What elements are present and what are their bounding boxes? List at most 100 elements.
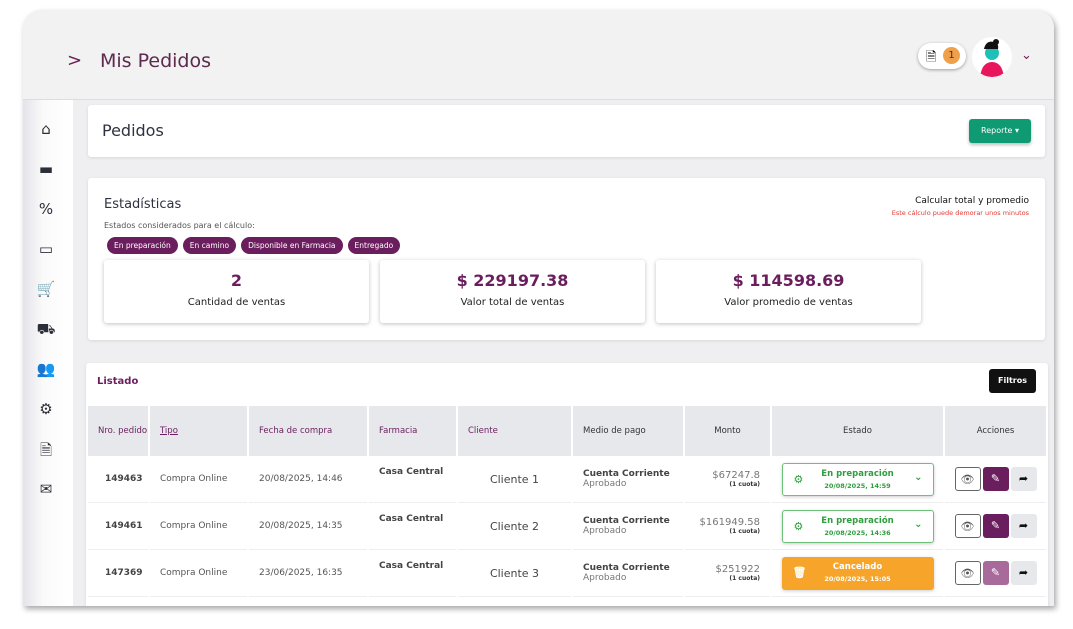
status-dropdown[interactable]: ⚙ En preparación 20/08/2025, 14:36 ⌄ [781,509,934,543]
sidebar-toggle[interactable]: > [67,50,83,71]
status-chip: En preparación [107,237,178,254]
status-dropdown[interactable]: 🗑 Cancelado 20/08/2025, 15:05 [781,556,934,590]
stat-card-count: 2 Cantidad de ventas [104,260,369,323]
stat-value: $ 229197.38 [456,271,569,290]
amount-value: $161949.58 [699,517,760,528]
installments: (1 cuota) [729,528,760,535]
status-date: 20/08/2025, 15:05 [824,574,891,583]
stat-label: Cantidad de ventas [187,297,286,308]
column-header: Acciones [945,406,1046,456]
payment-status: Aprobado [583,573,627,583]
column-header[interactable]: Fecha de compra [249,406,367,456]
client: Cliente 2 [458,503,571,550]
stats-title: Estadísticas [104,197,182,212]
filters-button[interactable]: Filtros [989,369,1036,393]
notification-badge: 1 [943,47,960,64]
gear-icon: ⚙ [793,519,804,533]
table-row: 147369 Compra Online 23/06/2025, 16:35 C… [88,550,1046,597]
client: Cliente 1 [458,456,571,503]
view-button[interactable]: 👁 [954,514,981,538]
forward-button[interactable]: ➦ [1010,467,1037,491]
payment-method: Cuenta Corriente Aprobado [573,503,683,550]
status-chip: En camino [182,237,237,254]
calculate-warning: Este cálculo puede demorar unos minutos [891,209,1029,217]
client: Cliente 3 [458,550,571,597]
pharmacy: Casa Central [369,503,456,550]
top-header: > Mis Pedidos 🗎 1 ⌄ [23,10,1054,100]
edit-button[interactable]: ✎ [982,514,1009,538]
status-label: Cancelado [832,561,883,572]
column-header[interactable]: Cliente [458,406,571,456]
stat-label: Valor total de ventas [460,297,565,308]
payment-name: Cuenta Corriente [583,469,670,479]
edit-button[interactable]: ✎ [982,467,1009,491]
status-dropdown[interactable]: ⚙ En preparación 20/08/2025, 14:59 ⌄ [781,462,934,496]
table-row: 149461 Compra Online 20/08/2025, 14:35 C… [88,503,1046,550]
stat-value: 2 [230,271,243,290]
forward-button[interactable]: ➦ [1010,561,1037,585]
statistics-card: Estadísticas Estados considerados para e… [88,178,1045,340]
column-header[interactable]: Nro. pedido [88,406,148,456]
column-header: Estado [772,406,943,456]
cart-icon[interactable]: 🛒 [36,280,56,298]
status-chip: Entregado [347,237,401,254]
table-row: 149463 Compra Online 20/08/2025, 14:46 C… [88,456,1046,503]
order-date: 20/08/2025, 14:46 [249,456,367,503]
file-clock-icon: 🗎 [926,50,937,65]
listado-card: Listado Filtros Nro. pedido Tipo Fecha d… [86,363,1048,606]
truck-icon[interactable]: ⛟ [36,320,56,338]
cogs-icon[interactable]: ⚙ [39,400,53,418]
column-header: Monto [685,406,770,456]
forward-button[interactable]: ➦ [1010,514,1037,538]
order-number: 147369 [88,550,148,597]
sidebar: ⌂ ▬ % ▭ 🛒 ⛟ 👥 ⚙ 🗎 ✉ [23,100,73,606]
view-button[interactable]: 👁 [954,467,981,491]
report-button[interactable]: Reporte ▾ [969,119,1031,143]
amount: $67247.8 (1 cuota) [685,456,770,503]
order-number: 149463 [88,456,148,503]
order-type: Compra Online [150,550,247,597]
section-title: Pedidos [102,121,164,140]
amount-value: $67247.8 [712,470,760,481]
edit-button[interactable]: ✎ [982,561,1009,585]
avatar[interactable] [972,37,1012,77]
order-type: Compra Online [150,503,247,550]
calculate-link[interactable]: Calcular total y promedio [915,196,1029,206]
amount: $161949.58 (1 cuota) [685,503,770,550]
status-date: 20/08/2025, 14:59 [824,481,891,490]
page-title: Mis Pedidos [100,50,212,72]
payment-name: Cuenta Corriente [583,516,670,526]
payment-method: Cuenta Corriente Aprobado [573,456,683,503]
status-date: 20/08/2025, 14:36 [824,528,891,537]
view-button[interactable]: 👁 [954,561,981,585]
chevron-down-icon[interactable]: ⌄ [1021,48,1032,63]
installments: (1 cuota) [729,575,760,582]
order-type: Compra Online [150,456,247,503]
orders-table: Nro. pedido Tipo Fecha de compra Farmaci… [86,406,1048,597]
percent-icon[interactable]: % [38,200,54,218]
notifications-button[interactable]: 🗎 1 [918,43,966,69]
trash-icon: 🗑 [792,565,807,579]
file-icon[interactable]: 🗎 [39,441,53,459]
order-date: 23/06/2025, 16:35 [249,550,367,597]
payment-status: Aprobado [583,479,627,489]
envelope-icon[interactable]: ✉ [39,480,53,498]
column-header[interactable]: Tipo [150,406,247,456]
order-date: 20/08/2025, 14:35 [249,503,367,550]
status-label: En preparación [821,515,894,526]
gear-icon: ⚙ [793,472,804,486]
stat-card-total: $ 229197.38 Valor total de ventas [380,260,645,323]
pharmacy: Casa Central [369,550,456,597]
status-chip: Disponible en Farmacia [241,237,343,254]
desktop-icon[interactable]: ▭ [38,240,54,258]
app-window: > Mis Pedidos 🗎 1 ⌄ ⌂ ▬ % ▭ 🛒 ⛟ 👥 ⚙ 🗎 ✉ … [23,10,1054,606]
listado-title: Listado [97,376,139,387]
order-number: 149461 [88,503,148,550]
payment-status: Aprobado [583,526,627,536]
home-icon[interactable]: ⌂ [41,120,51,138]
column-header[interactable]: Farmacia [369,406,456,456]
archive-icon[interactable]: ▬ [38,160,54,178]
stat-label: Valor promedio de ventas [724,297,853,308]
pedidos-card: Pedidos Reporte ▾ [88,105,1045,157]
users-icon[interactable]: 👥 [36,360,56,378]
